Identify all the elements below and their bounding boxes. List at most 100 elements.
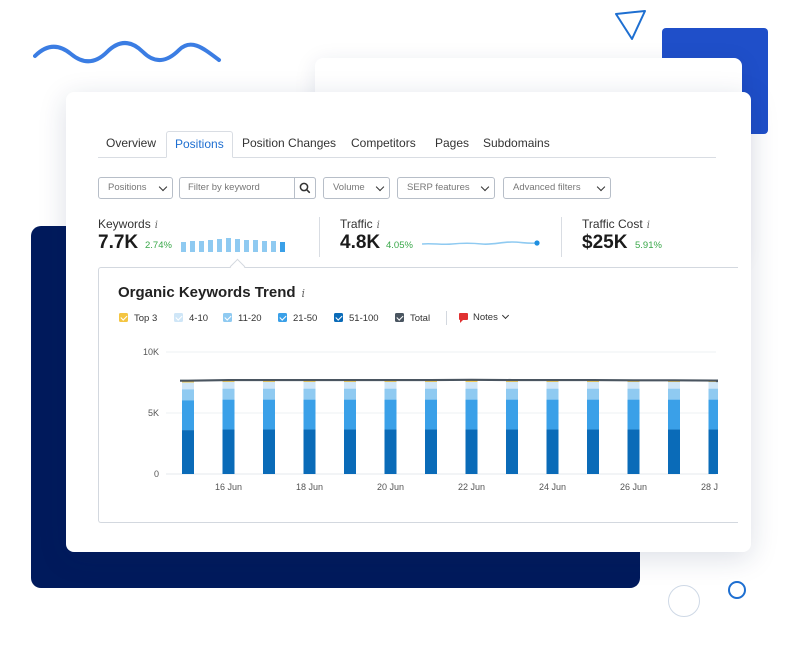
bar-segment [708, 381, 718, 389]
metric-divider [319, 217, 320, 257]
note-flag-icon [459, 313, 468, 323]
bar-segment [425, 429, 437, 474]
x-tick-label: 28 Jun [701, 482, 718, 492]
bar-segment [182, 382, 194, 390]
keyword-search-placeholder: Filter by keyword [188, 182, 260, 193]
legend-51-100[interactable]: 51-100 [334, 313, 379, 325]
legend-label: 11-20 [238, 313, 262, 324]
sparkbar-mark [253, 240, 258, 252]
sparkbar-mark [271, 241, 276, 252]
x-tick-label: 24 Jun [539, 482, 566, 492]
tab-position-changes[interactable]: Position Changes [242, 136, 337, 150]
bar-segment [222, 388, 235, 400]
bar-segment [425, 381, 437, 389]
info-icon[interactable]: i [301, 287, 306, 300]
organic-keywords-chart: 0 5K 10K 16 Jun 18 Jun 20 Jun 22 Jun 24 Jun 26 J… [143, 347, 718, 492]
legend-label: Top 3 [134, 313, 158, 324]
bar-segment [587, 429, 599, 474]
legend-top3[interactable]: Top 3 [119, 313, 157, 325]
bar-segment [708, 429, 718, 474]
bar-segment [587, 388, 599, 400]
bar-segment [627, 381, 640, 389]
x-tick-label: 26 Jun [620, 482, 647, 492]
info-icon[interactable]: i [154, 220, 158, 231]
bar-segment [465, 399, 478, 430]
keywords-delta: 2.74% [145, 240, 172, 251]
bar-segment [587, 399, 599, 430]
bar-segment [384, 429, 397, 474]
y-tick-label: 10K [143, 347, 159, 357]
volume-filter-dropdown[interactable]: Volume [323, 177, 390, 199]
serp-features-label: SERP features [407, 182, 470, 193]
bar-segment [263, 429, 275, 474]
bar-segment [182, 430, 194, 474]
checkbox-icon [395, 313, 404, 322]
y-tick-label: 5K [148, 408, 159, 418]
bar-segment [182, 389, 194, 401]
chevron-down-icon [158, 182, 168, 192]
circle-decoration [668, 585, 700, 617]
keyword-search-input[interactable]: Filter by keyword [179, 177, 316, 199]
bar-segment [546, 399, 559, 430]
traffic-cost-value: $25K [582, 232, 628, 253]
chart-title-text: Organic Keywords Trend [118, 284, 296, 301]
bar-segment [222, 429, 235, 474]
bar-segment [546, 381, 559, 389]
traffic-cost-metric-label: Traffic Cost i [582, 217, 650, 231]
tab-positions[interactable]: Positions [166, 131, 233, 158]
legend-total[interactable]: Total [395, 313, 430, 325]
info-icon[interactable]: i [376, 220, 380, 231]
bar-segment [303, 388, 316, 400]
legend-label: Total [410, 313, 431, 324]
traffic-delta: 4.05% [386, 240, 413, 251]
triangle-decoration [615, 10, 646, 40]
sparkbar-mark [244, 240, 249, 252]
volume-filter-label: Volume [333, 182, 365, 193]
traffic-sparkline [422, 240, 540, 246]
keywords-metric-label: Keywords i [98, 217, 158, 231]
bar-segment [465, 380, 478, 382]
tab-competitors[interactable]: Competitors [351, 136, 416, 150]
bar-segment [303, 399, 316, 430]
keywords-label-text: Keywords [98, 217, 151, 231]
advanced-filters-dropdown[interactable]: Advanced filters [503, 177, 611, 199]
positions-filter-dropdown[interactable]: Positions [98, 177, 173, 199]
bar-segment [627, 429, 640, 474]
bar-segment [546, 388, 559, 400]
chevron-down-icon [501, 311, 509, 320]
bar-segment [668, 399, 680, 430]
bar-segment [222, 381, 235, 389]
traffic-value: 4.8K [340, 232, 381, 253]
notes-dropdown[interactable]: Notes [459, 311, 509, 323]
sparkbar-mark [280, 242, 285, 252]
tab-pages[interactable]: Pages [435, 136, 470, 150]
chart-title: Organic Keywords Trend i [118, 284, 305, 301]
legend-21-50[interactable]: 21-50 [278, 313, 317, 325]
traffic-cost-delta: 5.91% [635, 240, 662, 251]
legend-4-10[interactable]: 4-10 [174, 313, 208, 325]
bar-segment [465, 388, 478, 400]
bar-segment [344, 399, 356, 430]
traffic-cost-label-text: Traffic Cost [582, 217, 643, 231]
bar-segment [668, 381, 680, 389]
chevron-down-icon [375, 182, 385, 192]
bar-segment [344, 381, 356, 389]
x-tick-label: 16 Jun [215, 482, 242, 492]
sparkbar-mark [208, 240, 213, 252]
bar-segment [384, 399, 397, 430]
legend-label: 51-100 [349, 313, 379, 324]
bar-segment [344, 429, 356, 474]
bar-segment [384, 381, 397, 389]
legend-11-20[interactable]: 11-20 [223, 313, 262, 325]
bar-segment [303, 381, 316, 389]
tab-overview[interactable]: Overview [106, 136, 157, 150]
tab-subdomains[interactable]: Subdomains [483, 136, 550, 150]
serp-features-dropdown[interactable]: SERP features [397, 177, 495, 199]
search-button[interactable] [294, 177, 316, 199]
squiggle-decoration [33, 41, 221, 64]
bar-segment [506, 381, 518, 389]
traffic-metric-label: Traffic i [340, 217, 380, 231]
sparkbar-mark [226, 238, 231, 252]
info-icon[interactable]: i [646, 220, 650, 231]
bar-segment [668, 429, 680, 474]
